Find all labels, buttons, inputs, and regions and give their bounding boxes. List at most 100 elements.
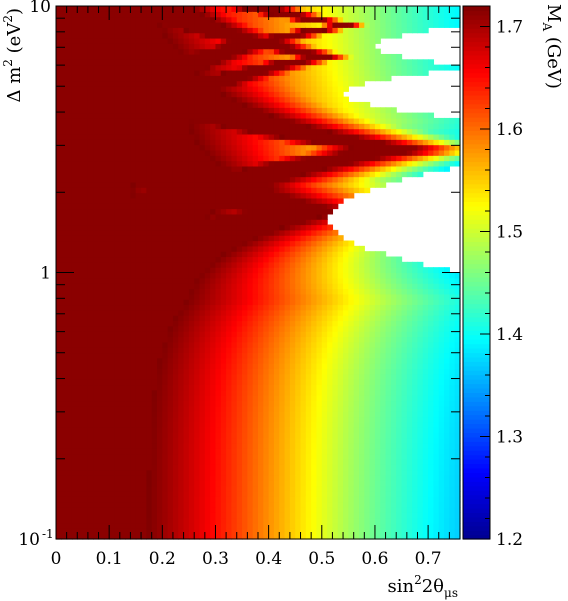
heatmap-cell — [151, 91, 158, 98]
heatmap-cell — [305, 491, 312, 497]
heatmap-cell — [178, 507, 185, 513]
heatmap-cell — [295, 48, 302, 55]
heatmap-cell — [220, 85, 227, 92]
heatmap-cell — [178, 496, 185, 503]
heatmap-cell — [305, 363, 312, 370]
heatmap-cell — [183, 69, 190, 76]
heatmap-cell — [263, 411, 270, 418]
heatmap-cell — [215, 256, 222, 263]
heatmap-cell — [210, 336, 217, 343]
heatmap-cell — [295, 213, 302, 220]
heatmap-cell — [263, 304, 270, 311]
heatmap-cell — [295, 389, 302, 396]
heatmap-cell — [311, 43, 318, 50]
heatmap-cell — [194, 101, 201, 108]
heatmap-cell — [146, 277, 153, 284]
heatmap-cell — [300, 373, 307, 380]
heatmap-cell — [242, 229, 248, 236]
heatmap-cell — [220, 48, 227, 55]
heatmap-cell — [289, 453, 296, 460]
heatmap-cell — [119, 283, 126, 290]
heatmap-cell — [157, 293, 163, 300]
heatmap-cell — [141, 245, 147, 252]
heatmap-cell — [199, 459, 206, 465]
heatmap-cell — [316, 197, 323, 204]
heatmap-cell — [188, 144, 195, 151]
heatmap-cell — [109, 149, 116, 156]
heatmap-cell — [146, 341, 153, 348]
heatmap-cell — [311, 27, 318, 34]
heatmap-cell — [220, 224, 227, 231]
heatmap-cell — [178, 363, 185, 370]
heatmap-cell — [231, 443, 238, 449]
heatmap-cell — [300, 528, 307, 535]
heatmap-cell — [162, 43, 169, 50]
heatmap-cell — [210, 155, 217, 162]
heatmap-cell — [61, 416, 68, 423]
heatmap-cell — [82, 357, 89, 364]
heatmap-cell — [242, 69, 248, 76]
heatmap-cell — [242, 96, 248, 103]
heatmap-cell — [284, 496, 291, 503]
heatmap-cell — [268, 144, 275, 151]
heatmap-cell — [114, 171, 121, 178]
heatmap-cell — [162, 91, 169, 98]
heatmap-cell — [109, 229, 116, 236]
heatmap-cell — [119, 21, 126, 28]
heatmap-cell — [119, 331, 126, 338]
heatmap-cell — [305, 496, 312, 503]
heatmap-cell — [316, 363, 323, 370]
heatmap-cell — [247, 293, 254, 300]
heatmap-cell — [194, 155, 201, 162]
heatmap-cell — [210, 485, 217, 492]
heatmap-cell — [268, 197, 275, 204]
heatmap-cell — [109, 379, 116, 386]
heatmap-cell — [162, 192, 169, 199]
heatmap-cell — [268, 75, 275, 82]
heatmap-cell — [141, 43, 147, 50]
heatmap-cell — [66, 192, 73, 199]
heatmap-cell — [226, 304, 233, 311]
heatmap-cell — [279, 283, 286, 290]
heatmap-cell — [157, 176, 163, 183]
heatmap-cell — [125, 437, 132, 444]
heatmap-cell — [316, 501, 323, 508]
heatmap-cell — [183, 11, 190, 18]
heatmap-cell — [77, 315, 84, 322]
heatmap-cell — [263, 224, 270, 231]
heatmap-cell — [157, 427, 163, 433]
heatmap-cell — [210, 352, 217, 359]
heatmap-cell — [82, 133, 89, 140]
heatmap-cell — [141, 117, 147, 124]
heatmap-cell — [135, 437, 142, 444]
heatmap-cell — [247, 133, 254, 140]
heatmap-cell — [268, 336, 275, 343]
heatmap-cell — [263, 469, 270, 476]
heatmap-cell — [82, 96, 89, 103]
heatmap-cell — [151, 533, 158, 540]
heatmap-cell — [125, 91, 132, 98]
heatmap-cell — [82, 181, 89, 188]
heatmap-cell — [215, 165, 222, 172]
heatmap-cell — [119, 192, 126, 199]
heatmap-cell — [167, 149, 174, 156]
heatmap-cell — [151, 448, 158, 455]
heatmap-cell — [311, 229, 318, 236]
heatmap-cell — [178, 379, 185, 386]
heatmap-cell — [289, 533, 296, 540]
heatmap-cell — [204, 235, 211, 242]
heatmap-cell — [135, 325, 142, 332]
heatmap-cell — [61, 187, 68, 194]
heatmap-cell — [210, 203, 217, 210]
heatmap-cell — [56, 251, 62, 258]
heatmap-cell — [295, 235, 302, 242]
heatmap-cell — [210, 315, 217, 322]
heatmap-cell — [71, 224, 78, 231]
heatmap-cell — [151, 491, 158, 497]
heatmap-cell — [289, 464, 296, 471]
heatmap-cell — [226, 155, 233, 162]
heatmap-cell — [199, 469, 206, 476]
heatmap-cell — [162, 235, 169, 242]
heatmap-cell — [98, 496, 105, 503]
heatmap-cell — [215, 528, 222, 535]
